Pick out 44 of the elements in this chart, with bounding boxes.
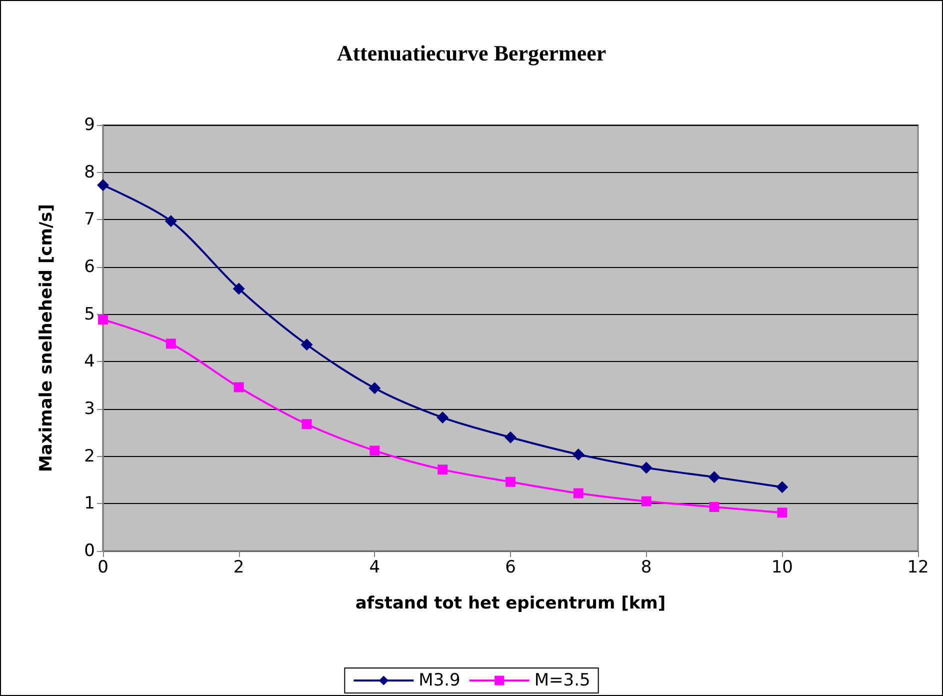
y-tick-label: 3 bbox=[84, 399, 95, 419]
point bbox=[166, 338, 176, 349]
point bbox=[709, 502, 720, 512]
y-tick-label: 2 bbox=[84, 446, 95, 466]
point bbox=[436, 412, 449, 424]
x-axis-title: afstand tot het epicentrum [km] bbox=[355, 594, 666, 614]
y-axis-title: Maximale snelheheid [cm/s] bbox=[36, 204, 56, 472]
point bbox=[368, 382, 381, 394]
point bbox=[300, 338, 313, 351]
point bbox=[370, 446, 380, 456]
chart-title: Attenuatiecurve Bergermeer bbox=[336, 40, 606, 66]
legend-label: M3.9 bbox=[418, 670, 460, 690]
point bbox=[438, 464, 448, 475]
y-tick-label: 5 bbox=[84, 304, 95, 324]
point bbox=[777, 508, 788, 518]
y-tick-label: 4 bbox=[84, 352, 95, 372]
x-tick-label: 6 bbox=[505, 558, 516, 578]
point bbox=[98, 314, 108, 325]
point bbox=[776, 481, 788, 494]
y-tick-label: 7 bbox=[84, 210, 95, 230]
point bbox=[302, 419, 312, 430]
x-tick-label: 12 bbox=[907, 558, 929, 578]
point bbox=[572, 448, 584, 460]
y-tick-label: 9 bbox=[84, 115, 95, 135]
point bbox=[504, 431, 516, 444]
point bbox=[164, 215, 177, 228]
point bbox=[97, 179, 109, 192]
legend-label: M=3.5 bbox=[534, 670, 590, 690]
point bbox=[640, 462, 652, 474]
point bbox=[234, 382, 244, 392]
y-tick-label: 0 bbox=[84, 541, 95, 561]
x-tick-label: 10 bbox=[771, 558, 793, 578]
point bbox=[573, 488, 584, 498]
point bbox=[708, 471, 720, 484]
x-tick-label: 0 bbox=[98, 558, 108, 578]
point bbox=[232, 282, 245, 295]
y-tick-label: 6 bbox=[84, 257, 95, 277]
x-tick-label: 8 bbox=[640, 558, 652, 578]
x-tick-label: 4 bbox=[369, 558, 380, 578]
y-tick-label: 8 bbox=[84, 162, 95, 182]
y-tick-label: 1 bbox=[84, 494, 95, 514]
point bbox=[506, 476, 516, 487]
x-tick-label: 2 bbox=[233, 558, 244, 578]
point bbox=[641, 496, 652, 506]
